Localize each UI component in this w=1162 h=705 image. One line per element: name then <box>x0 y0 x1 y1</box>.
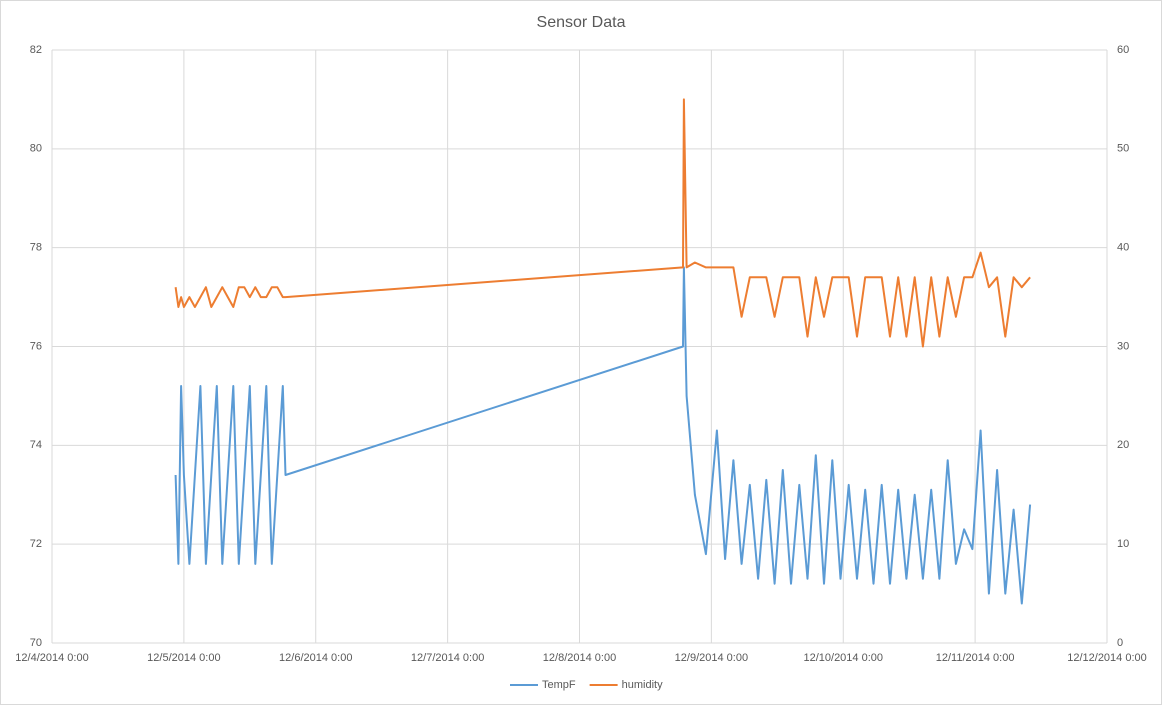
y2-tick-label: 50 <box>1117 143 1129 155</box>
x-tick-label: 12/7/2014 0:00 <box>411 652 484 664</box>
x-tick-label: 12/12/2014 0:00 <box>1067 652 1147 664</box>
y2-tick-label: 60 <box>1117 44 1129 56</box>
y-tick-label: 78 <box>30 242 42 254</box>
x-tick-label: 12/10/2014 0:00 <box>803 652 883 664</box>
y2-tick-label: 0 <box>1117 637 1123 649</box>
y-tick-label: 70 <box>30 637 42 649</box>
series-line <box>174 266 1032 605</box>
y2-tick-label: 30 <box>1117 340 1129 352</box>
x-tick-label: 12/6/2014 0:00 <box>279 652 352 664</box>
x-tick-label: 12/5/2014 0:00 <box>147 652 220 664</box>
chart-title: Sensor Data <box>537 14 626 31</box>
x-tick-label: 12/8/2014 0:00 <box>543 652 616 664</box>
y-tick-label: 76 <box>30 340 42 352</box>
y-tick-label: 72 <box>30 538 42 550</box>
x-tick-label: 12/9/2014 0:00 <box>675 652 748 664</box>
y2-tick-label: 10 <box>1117 538 1129 550</box>
x-tick-label: 12/4/2014 0:00 <box>15 652 88 664</box>
y-tick-label: 82 <box>30 44 42 56</box>
x-tick-label: 12/11/2014 0:00 <box>936 652 1015 664</box>
y-tick-label: 74 <box>30 439 42 451</box>
y2-tick-label: 40 <box>1117 242 1129 254</box>
y-tick-label: 80 <box>30 143 42 155</box>
legend-label: humidity <box>622 679 663 691</box>
series-line <box>174 98 1031 348</box>
legend-label: TempF <box>542 679 576 691</box>
y2-tick-label: 20 <box>1117 439 1129 451</box>
